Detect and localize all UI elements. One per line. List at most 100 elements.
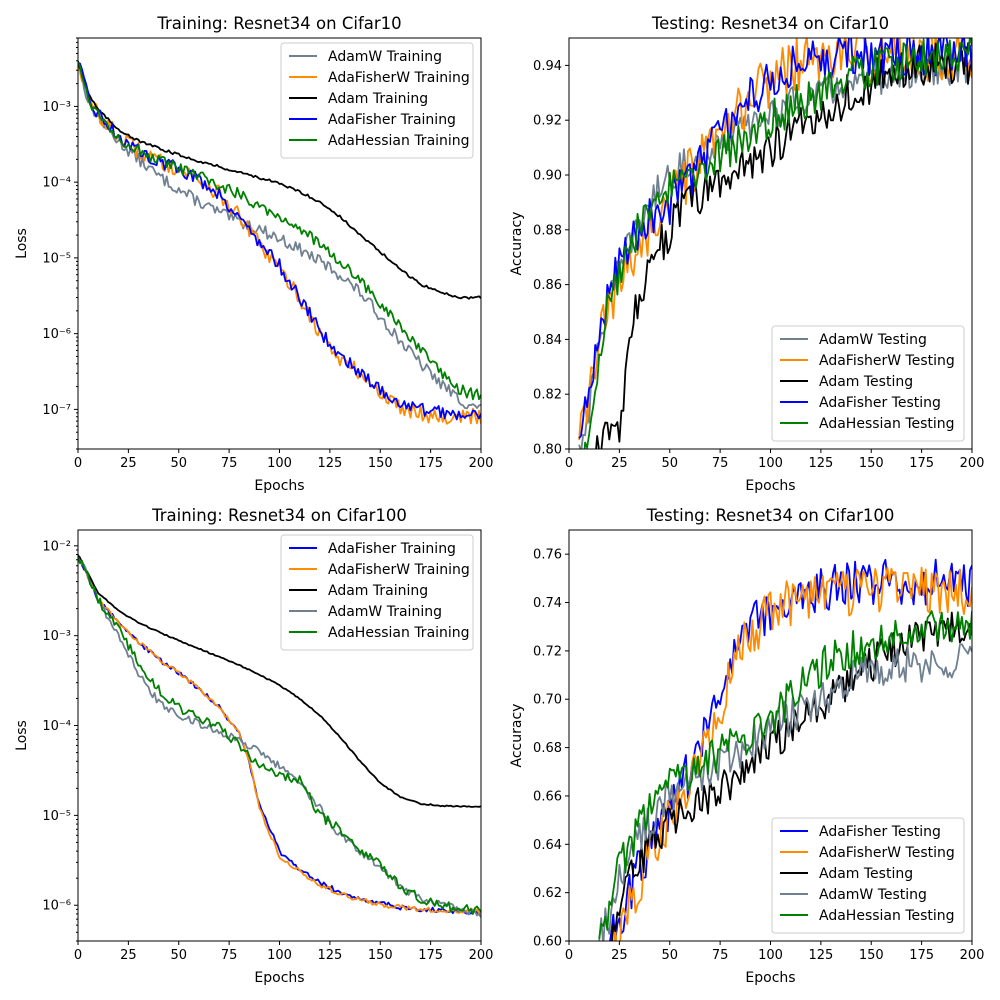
panel-train100: 0 25 50 75 100 125 150 175 200 10⁻⁶ 10⁻⁵ 10⁻⁴ 10⁻³ 10… — [14, 506, 493, 986]
x-tick-label: 200 — [469, 456, 494, 471]
x-tick-label: 75 — [712, 948, 729, 963]
y-tick-label: 0.60 — [533, 935, 562, 950]
panel-train10: 0 25 50 75 100 125 150 175 200 10⁻⁷ 10⁻⁶ 10⁻⁵ 10⁻⁴ 10… — [14, 14, 493, 494]
legend-entry: Adam Testing — [819, 866, 913, 882]
legend: AdaFisher Testing AdaFisherW Testing Adam … — [771, 817, 965, 934]
axes-frame — [568, 529, 973, 942]
legend: AdamW Training AdaFisherW Training Adam Tr… — [280, 42, 474, 159]
y-tick-label: 10⁻³ — [42, 629, 71, 644]
x-tick-label: 0 — [565, 456, 573, 471]
x-tick-label: 75 — [712, 456, 729, 471]
legend-entry: AdaFisher Testing — [819, 395, 941, 411]
legend: AdaFisher Training AdaFisherW Training Ada… — [280, 534, 474, 651]
legend-entry: AdaFisherW Testing — [819, 845, 955, 861]
plot-area — [598, 558, 972, 941]
plot-area — [78, 61, 481, 425]
x-tick-label: 175 — [418, 456, 443, 471]
y-tick-label: 0.62 — [533, 886, 562, 901]
x-tick-label: 175 — [909, 456, 934, 471]
y-tick-label: 0.92 — [533, 114, 562, 129]
y-tick-label: 0.94 — [533, 59, 562, 74]
y-tick-label: 0.80 — [533, 443, 562, 458]
series-line-2 — [78, 61, 481, 300]
x-tick-label: 25 — [611, 456, 628, 471]
y-tick-label: 10⁻⁴ — [42, 719, 71, 734]
y-tick-label: 0.66 — [533, 789, 562, 804]
legend: AdamW Testing AdaFisherW Testing Adam Test… — [771, 325, 965, 442]
legend-entry: Adam Testing — [819, 374, 913, 390]
x-axis-label: Epochs — [254, 970, 304, 986]
legend-entry: Adam Training — [328, 91, 428, 107]
x-tick-label: 200 — [960, 456, 985, 471]
x-tick-label: 100 — [758, 948, 783, 963]
x-tick-label: 50 — [661, 456, 678, 471]
legend-entry: AdaHessian Testing — [819, 908, 955, 924]
x-tick-label: 0 — [565, 948, 573, 963]
y-tick-label: 10⁻⁶ — [42, 327, 71, 342]
y-tick-label: 0.84 — [533, 333, 562, 348]
y-tick-label: 0.90 — [533, 169, 562, 184]
y-tick-label: 10⁻² — [42, 539, 71, 554]
y-tick-label: 0.70 — [533, 693, 562, 708]
x-tick-label: 125 — [317, 456, 342, 471]
y-tick-label: 10⁻⁵ — [42, 251, 71, 266]
x-tick-label: 50 — [170, 948, 187, 963]
x-tick-label: 150 — [859, 948, 884, 963]
plot-area — [78, 554, 481, 918]
chart-title: Testing: Resnet34 on Cifar100 — [646, 506, 895, 525]
x-tick-label: 0 — [74, 948, 82, 963]
y-tick-label: 0.86 — [533, 278, 562, 293]
x-tick-label: 125 — [808, 456, 833, 471]
x-axis-label: Epochs — [745, 970, 795, 986]
x-tick-label: 175 — [909, 948, 934, 963]
series-line-3 — [78, 61, 481, 421]
legend-entry: AdamW Testing — [819, 887, 927, 903]
panel-test10: 0 25 50 75 100 125 150 175 200 0.80 0.82 0.84 0.86 0.… — [509, 14, 985, 494]
axes-frame — [568, 37, 973, 450]
series-line-1 — [613, 566, 972, 941]
legend-box — [280, 42, 474, 159]
y-tick-label: 0.82 — [533, 388, 562, 403]
x-tick-label: 25 — [611, 948, 628, 963]
y-tick-label: 10⁻⁴ — [42, 176, 71, 191]
y-axis-label: Accuracy — [509, 212, 525, 276]
legend-box — [771, 817, 965, 934]
axes-frame — [77, 37, 482, 450]
x-tick-label: 100 — [758, 456, 783, 471]
x-tick-label: 25 — [120, 456, 137, 471]
legend-entry: AdaFisherW Training — [328, 70, 470, 86]
series-line-2 — [78, 554, 481, 808]
x-axis-label: Epochs — [745, 478, 795, 494]
series-line-4 — [583, 38, 972, 449]
y-tick-label: 0.74 — [533, 596, 562, 611]
x-tick-label: 100 — [267, 948, 292, 963]
y-tick-label: 10⁻³ — [42, 100, 71, 115]
legend-entry: AdaFisherW Training — [328, 562, 470, 578]
x-tick-label: 175 — [418, 948, 443, 963]
series-line-4 — [78, 61, 481, 401]
legend-entry: AdaFisher Testing — [819, 824, 941, 840]
legend-box — [280, 534, 474, 651]
x-tick-label: 200 — [960, 948, 985, 963]
legend-box — [771, 325, 965, 442]
legend-entry: AdaHessian Training — [328, 625, 470, 641]
series-line-0 — [78, 63, 481, 410]
axes-frame — [77, 529, 482, 942]
legend-entry: AdamW Testing — [819, 332, 927, 348]
chart-title: Training: Resnet34 on Cifar10 — [156, 14, 401, 33]
x-tick-label: 0 — [74, 456, 82, 471]
y-tick-label: 10⁻⁶ — [42, 899, 71, 914]
x-tick-label: 75 — [221, 456, 238, 471]
panel-test100: 0 25 50 75 100 125 150 175 200 0.60 0.62 0.64 0.66 0.… — [509, 506, 984, 986]
chart-title: Training: Resnet34 on Cifar100 — [151, 506, 407, 525]
legend-entry: AdaFisherW Testing — [819, 353, 955, 369]
plot-area — [578, 38, 972, 449]
legend-entry: AdaHessian Testing — [819, 416, 955, 432]
y-tick-label: 0.72 — [533, 644, 562, 659]
y-tick-label: 0.76 — [533, 548, 562, 563]
y-tick-label: 0.64 — [533, 838, 562, 853]
y-tick-label: 0.88 — [533, 223, 562, 238]
legend-entry: AdaHessian Training — [328, 133, 470, 149]
legend-entry: AdamW Training — [328, 604, 442, 620]
